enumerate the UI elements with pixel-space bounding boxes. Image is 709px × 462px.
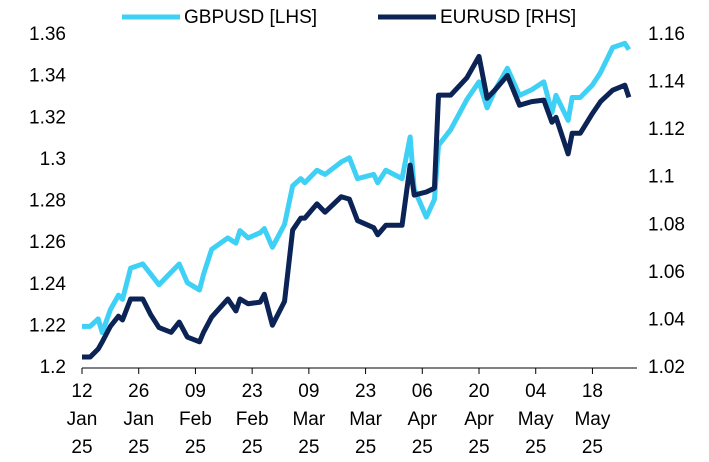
x-tick-label-line: Apr bbox=[464, 409, 494, 430]
x-tick-label-line: 25 bbox=[582, 437, 603, 458]
y-tick-label: 1.34 bbox=[29, 66, 66, 87]
x-tick-label-line: 25 bbox=[468, 437, 489, 458]
x-tick-label-line: 09 bbox=[298, 381, 319, 402]
x-tick-label: 09 Feb 25 bbox=[179, 381, 212, 458]
x-tick-label-line: Jan bbox=[123, 409, 154, 430]
x-tick-label: 20 Apr 25 bbox=[464, 381, 494, 458]
x-tick-label: 26 Jan 25 bbox=[123, 381, 154, 458]
x-tick-label: 23 Feb 25 bbox=[236, 381, 269, 458]
x-tick-label-line: 06 bbox=[412, 381, 433, 402]
legend-label: EURUSD [RHS] bbox=[440, 7, 576, 28]
x-tick-label-line: Feb bbox=[236, 409, 269, 430]
x-tick-label: 12 Jan 25 bbox=[67, 381, 98, 458]
y-tick-label: 1.24 bbox=[29, 274, 66, 295]
x-tick-label-line: 25 bbox=[128, 437, 149, 458]
x-tick-label-line: 25 bbox=[412, 437, 433, 458]
legend-label: GBPUSD [LHS] bbox=[184, 7, 317, 28]
x-tick-label-line: May bbox=[518, 409, 554, 430]
x-tick-label: 06 Apr 25 bbox=[408, 381, 438, 458]
series-line bbox=[82, 53, 632, 360]
x-tick-label-line: 25 bbox=[525, 437, 546, 458]
x-tick-label: 18 May 25 bbox=[574, 381, 610, 458]
x-tick-label-line: Jan bbox=[67, 409, 98, 430]
x-tick-label-line: 25 bbox=[185, 437, 206, 458]
y-tick-label: 1.2 bbox=[40, 357, 66, 378]
y2-tick-label: 1.06 bbox=[648, 262, 685, 283]
x-tick-label: 23 Mar 25 bbox=[349, 381, 382, 458]
y2-tick-label: 1.1 bbox=[648, 167, 674, 188]
y-tick-label: 1.32 bbox=[29, 107, 66, 128]
x-tick-label-line: 12 bbox=[71, 381, 92, 402]
x-tick-label-line: Feb bbox=[179, 409, 212, 430]
series-line bbox=[82, 40, 631, 336]
y2-tick-label: 1.16 bbox=[648, 24, 685, 45]
x-tick-label-line: 04 bbox=[525, 381, 547, 402]
y-tick-label: 1.26 bbox=[29, 232, 66, 253]
y2-tick-label: 1.02 bbox=[648, 357, 685, 378]
x-tick-label-line: 18 bbox=[582, 381, 603, 402]
x-tick-label: 04 May 25 bbox=[518, 381, 554, 458]
x-tick-label-line: 25 bbox=[242, 437, 263, 458]
x-tick-label-line: 23 bbox=[355, 381, 376, 402]
x-tick-label-line: 26 bbox=[128, 381, 149, 402]
y2-tick-label: 1.04 bbox=[648, 309, 685, 330]
y2-tick-label: 1.14 bbox=[648, 72, 685, 93]
x-tick-label-line: 25 bbox=[355, 437, 376, 458]
y-tick-label: 1.36 bbox=[29, 24, 66, 45]
y-tick-label: 1.28 bbox=[29, 191, 66, 212]
x-tick-label-line: Apr bbox=[408, 409, 438, 430]
x-tick-label-line: 23 bbox=[242, 381, 263, 402]
x-tick-label-line: May bbox=[574, 409, 610, 430]
y2-tick-label: 1.12 bbox=[648, 119, 685, 140]
x-tick-label-line: Mar bbox=[292, 409, 325, 430]
x-tick-label-line: Mar bbox=[349, 409, 382, 430]
y2-tick-label: 1.08 bbox=[648, 214, 685, 235]
y-tick-label: 1.22 bbox=[29, 315, 66, 336]
y-tick-label: 1.3 bbox=[40, 149, 66, 170]
x-tick-label-line: 09 bbox=[185, 381, 206, 402]
x-tick-label-line: 20 bbox=[468, 381, 489, 402]
x-tick-label-line: 25 bbox=[298, 437, 319, 458]
x-tick-label: 09 Mar 25 bbox=[292, 381, 325, 458]
x-tick-label-line: 25 bbox=[71, 437, 92, 458]
